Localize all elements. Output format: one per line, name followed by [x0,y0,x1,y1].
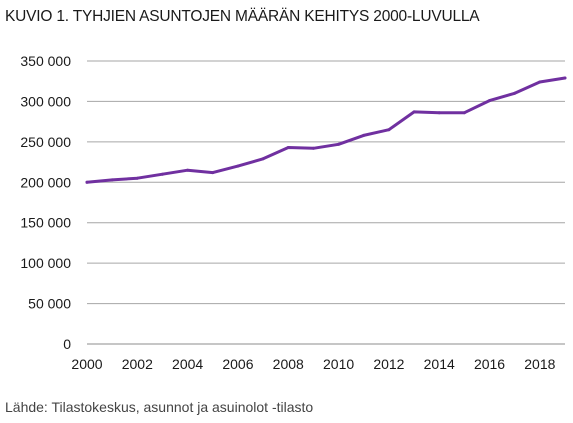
data-point [110,178,114,182]
x-tick-label: 2004 [172,356,203,372]
series-group [85,76,567,184]
data-point [135,176,139,180]
chart-title: KUVIO 1. TYHJIEN ASUNTOJEN MÄÄRÄN KEHITY… [5,8,480,25]
data-point [437,111,441,115]
data-point [462,111,466,115]
data-point [488,99,491,103]
x-tick-label: 2012 [373,356,404,372]
y-tick-label: 150 000 [20,215,71,231]
data-point [286,146,290,149]
data-point [538,80,542,84]
data-point [337,142,341,146]
data-point [261,157,265,161]
x-tick-label: 2018 [524,356,555,372]
data-point [186,168,190,172]
x-tick-label: 2006 [222,356,253,372]
data-point [85,180,89,184]
data-point [362,133,366,137]
data-point [236,164,240,168]
data-point [311,146,315,150]
y-axis-tick-labels: 0 50 000 100 000 150 000 200 000 250 000 300 0… [20,53,71,352]
y-tick-label: 300 000 [20,93,71,109]
x-tick-label: 2008 [273,356,304,372]
x-tick-label: 2002 [122,356,153,372]
x-tick-label: 2014 [424,356,455,372]
x-tick-label: 2000 [71,356,102,372]
y-tick-label: 100 000 [20,255,71,271]
y-tick-label: 0 [63,336,71,352]
grid-lines [87,60,565,345]
source-note: Lähde: Tilastokeskus, asunnot ja asuinol… [5,399,314,415]
y-tick-label: 350 000 [20,53,71,69]
data-point [387,128,391,132]
data-point [161,172,164,176]
x-axis-tick-labels: 2000 2002 2004 2006 2008 2010 2012 2014 2016 2018 [71,356,555,372]
x-tick-label: 2016 [474,356,505,372]
data-point [211,171,215,175]
y-tick-label: 250 000 [20,134,71,150]
y-tick-label: 50 000 [28,296,71,312]
y-tick-label: 200 000 [20,174,71,190]
data-point [563,76,567,80]
data-point [412,110,416,114]
series-line-0 [85,76,567,184]
data-point [513,91,517,95]
x-tick-label: 2010 [323,356,354,372]
